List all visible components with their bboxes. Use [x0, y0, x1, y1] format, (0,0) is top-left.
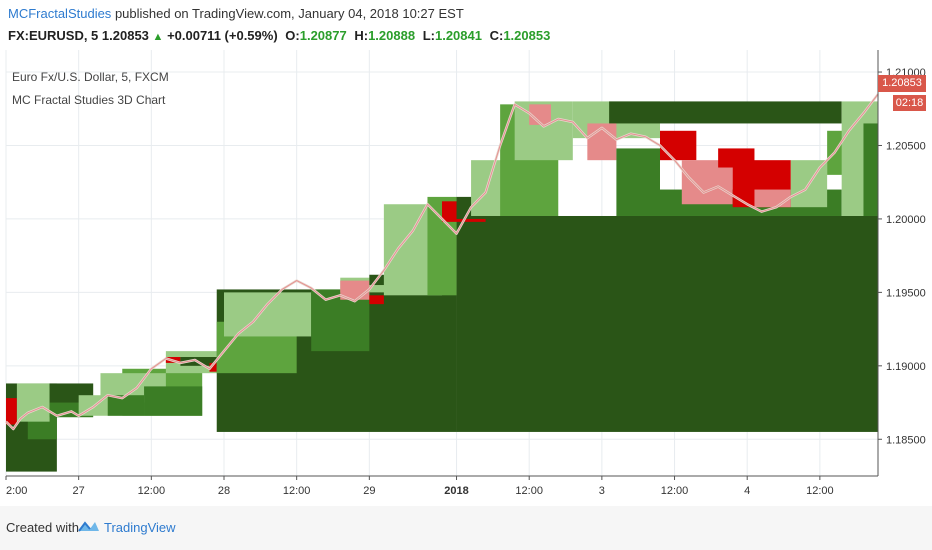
last-price-tag: 1.20853: [878, 75, 926, 92]
last-price: 1.20853: [101, 28, 149, 43]
created-with-text: Created with: [6, 520, 79, 535]
fractal-block: [224, 292, 312, 337]
y-tick-label: 1.20500: [886, 140, 926, 152]
price-change: +0.00711 (+0.59%): [167, 28, 278, 43]
author-link[interactable]: MCFractalStudies: [8, 6, 112, 21]
fractal-block: [587, 123, 617, 161]
high-value: 1.20888: [368, 28, 416, 43]
close-label: C:: [489, 28, 504, 43]
fractal-block: [616, 148, 660, 216]
footer-bar: Created with TradingView: [0, 506, 932, 550]
up-triangle-icon: ▲: [152, 31, 164, 43]
y-tick-label: 1.19000: [886, 361, 926, 373]
open-value: 1.20877: [299, 28, 347, 43]
x-tick-label: 3: [599, 485, 605, 497]
fractal-block: [863, 123, 878, 216]
symbol-label[interactable]: FX:EURUSD, 5: [8, 28, 99, 43]
close-value: 1.20853: [503, 28, 551, 43]
ohlc-bar: FX:EURUSD, 5 1.20853 ▲ +0.00711 (+0.59%)…: [8, 28, 550, 43]
x-tick-label: 29: [363, 485, 375, 497]
x-tick-label: 12:00: [515, 485, 543, 497]
fractal-block: [681, 160, 733, 205]
fractal-block: [16, 383, 50, 422]
x-tick-label: 4: [744, 485, 750, 497]
tradingview-brand-link[interactable]: TradingView: [104, 520, 176, 535]
x-tick-label: 12:00: [138, 485, 166, 497]
fractal-block: [609, 101, 842, 124]
x-tick-label: 27: [73, 485, 85, 497]
fractal-block: [209, 362, 217, 372]
x-tick-label: 12:00: [283, 485, 311, 497]
y-tick-label: 1.19500: [886, 287, 926, 299]
fractal-block: [456, 215, 878, 432]
y-tick-label: 1.20000: [886, 214, 926, 226]
high-label: H:: [354, 28, 369, 43]
y-tick-label: 1.18500: [886, 434, 926, 446]
study-legend: MC Fractal Studies 3D Chart: [12, 93, 166, 107]
tradingview-logo-icon[interactable]: [78, 519, 100, 535]
price-line-core: [5, 93, 879, 430]
x-tick-label: 2018: [444, 485, 468, 497]
x-tick-label: 12:00: [661, 485, 689, 497]
symbol-legend: Euro Fx/U.S. Dollar, 5, FXCM: [12, 70, 169, 84]
fractal-block: [107, 395, 145, 416]
fractal-block: [369, 295, 384, 305]
low-label: L:: [422, 28, 435, 43]
publish-info: MCFractalStudies published on TradingVie…: [8, 6, 464, 21]
fractal-block: [144, 386, 203, 416]
fractal-block: [660, 130, 697, 161]
x-tick-label: 28: [218, 485, 230, 497]
fractal-block: [6, 398, 17, 425]
publish-text: published on TradingView.com, January 04…: [114, 6, 464, 21]
fractal-block: [754, 189, 791, 208]
x-tick-label: 12:00: [806, 485, 834, 497]
price-chart[interactable]: 1.185001.190001.195001.200001.205001.210…: [0, 48, 932, 506]
x-tick-label: 2:00: [6, 485, 27, 497]
open-label: O:: [285, 28, 300, 43]
low-value: 1.20841: [434, 28, 482, 43]
countdown-tag: 02:18: [893, 95, 926, 111]
